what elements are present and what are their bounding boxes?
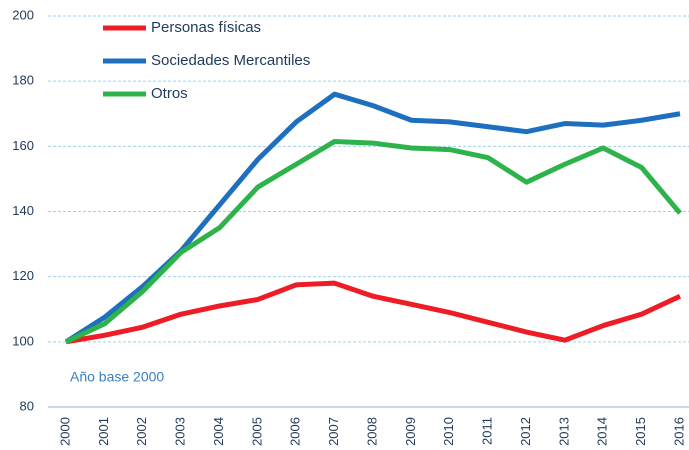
x-tick-label: 2011 bbox=[480, 417, 495, 445]
x-tick-label: 2016 bbox=[671, 417, 686, 446]
x-tick-label: 2002 bbox=[134, 417, 149, 446]
series-line bbox=[64, 138, 682, 345]
y-tick-label: 140 bbox=[12, 203, 34, 218]
y-tick-label: 80 bbox=[20, 398, 34, 413]
x-tick-label: 2015 bbox=[633, 417, 648, 446]
x-tick-label: 2004 bbox=[211, 417, 226, 446]
y-tick-label: 120 bbox=[12, 268, 34, 283]
y-tick-label: 100 bbox=[12, 333, 34, 348]
x-tick-label: 2014 bbox=[595, 417, 610, 446]
series-line bbox=[64, 91, 681, 344]
x-tick-label: 2007 bbox=[326, 417, 341, 446]
x-tick-label: 2005 bbox=[249, 417, 264, 446]
legend-label: Sociedades Mercantiles bbox=[151, 52, 310, 69]
y-tick-label: 200 bbox=[12, 7, 34, 22]
annotation: Año base 2000 bbox=[70, 369, 164, 385]
x-tick-label: 2010 bbox=[441, 417, 456, 446]
x-tick-label: 2000 bbox=[57, 417, 72, 446]
y-tick-label: 160 bbox=[12, 138, 34, 153]
legend-label: Otros bbox=[151, 85, 188, 102]
x-tick-label: 2012 bbox=[518, 417, 533, 446]
legend-label: Personas físicas bbox=[151, 19, 261, 36]
x-tick-label: 2001 bbox=[96, 417, 111, 446]
series-line bbox=[65, 280, 682, 345]
x-tick-label: 2008 bbox=[364, 417, 379, 446]
x-tick-label: 2009 bbox=[403, 417, 418, 446]
x-tick-label: 2006 bbox=[288, 417, 303, 446]
x-tick-label: 2003 bbox=[173, 417, 188, 446]
y-tick-label: 180 bbox=[12, 73, 34, 88]
x-tick-label: 2013 bbox=[556, 417, 571, 446]
